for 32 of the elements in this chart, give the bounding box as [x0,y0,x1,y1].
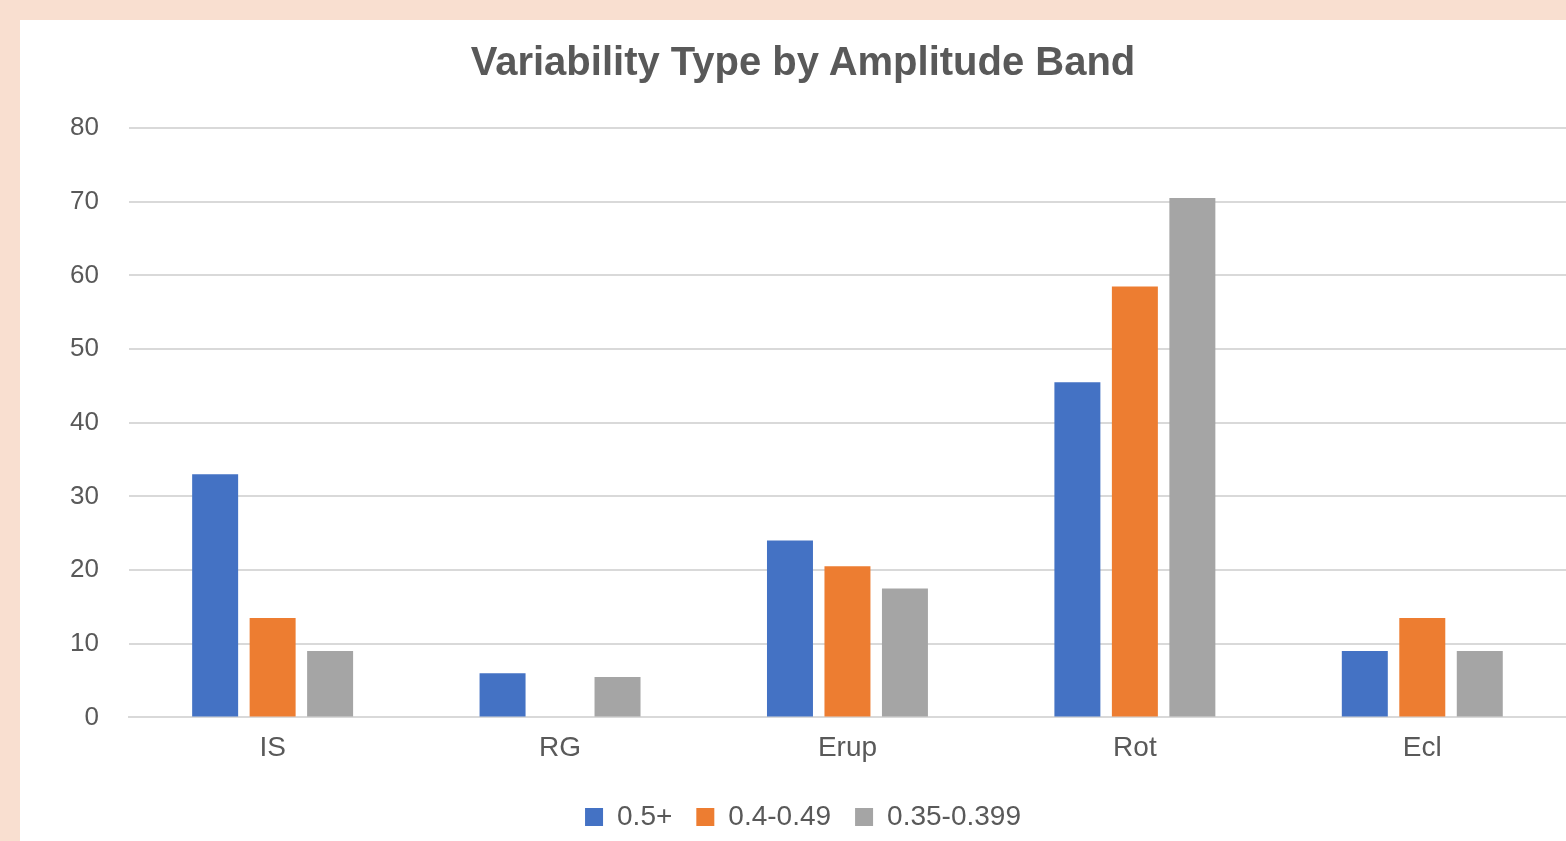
bar [1111,286,1158,717]
y-tick-label: 10 [70,626,99,657]
y-tick-label: 40 [70,405,99,436]
x-tick-label: Erup [817,730,878,762]
bar [1169,197,1216,717]
bar [1054,382,1101,717]
x-tick-label: IS [259,730,286,762]
legend-label: 0.35-0.399 [887,799,1021,831]
bar [249,617,296,717]
y-tick-label: 70 [70,184,99,215]
bar [824,566,871,717]
legend-label: 0.5+ [617,799,673,831]
y-tick-label: 20 [70,553,99,584]
x-tick-label: Rot [1113,730,1157,762]
chart-title: Variability Type by Amplitude Band [470,39,1136,84]
bar [1341,651,1388,717]
y-tick-label: 50 [70,332,99,363]
y-tick-label: 30 [70,479,99,510]
y-tick-label: 60 [70,258,99,289]
legend-label: 0.4-0.49 [728,799,832,831]
x-tick-label: RG [539,730,582,762]
bar [1456,651,1503,717]
bar [594,676,641,717]
y-tick-label: 0 [84,700,99,731]
bar [479,673,526,717]
bar [307,651,354,717]
x-tick-label: Ecl [1402,730,1442,762]
bar [881,588,928,717]
bar [1399,617,1446,717]
bar [766,540,813,717]
bar [192,474,239,717]
y-tick-label: 80 [70,111,99,142]
